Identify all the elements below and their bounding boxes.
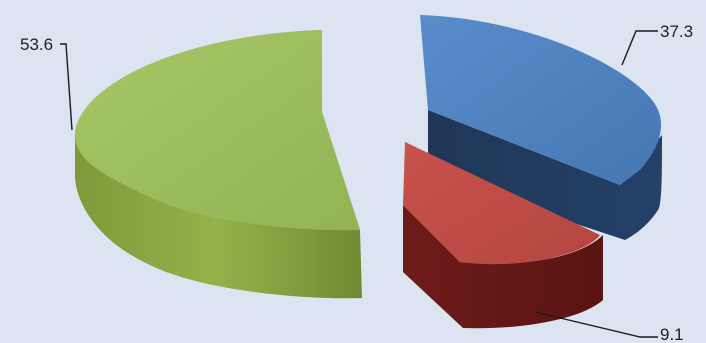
data-label-slice-1: 37.3 (660, 22, 693, 41)
leader-line-slice-1 (621, 30, 658, 66)
pie-slice-2 (403, 142, 603, 329)
pie-slice-2-top (403, 142, 600, 265)
data-label-slice-3: 53.6 (20, 35, 53, 54)
pie-slice-1-top (420, 15, 662, 185)
pie-slice-3-top (75, 30, 360, 231)
pie-slice-1-side (428, 110, 662, 240)
leader-line-slice-2 (534, 311, 658, 338)
pie-slice-3 (75, 30, 362, 299)
pie-slice-2-side (403, 205, 603, 329)
leader-line-slice-3 (60, 43, 73, 131)
pie-slice-1 (420, 15, 662, 240)
data-label-slice-2: 9.1 (660, 325, 684, 343)
